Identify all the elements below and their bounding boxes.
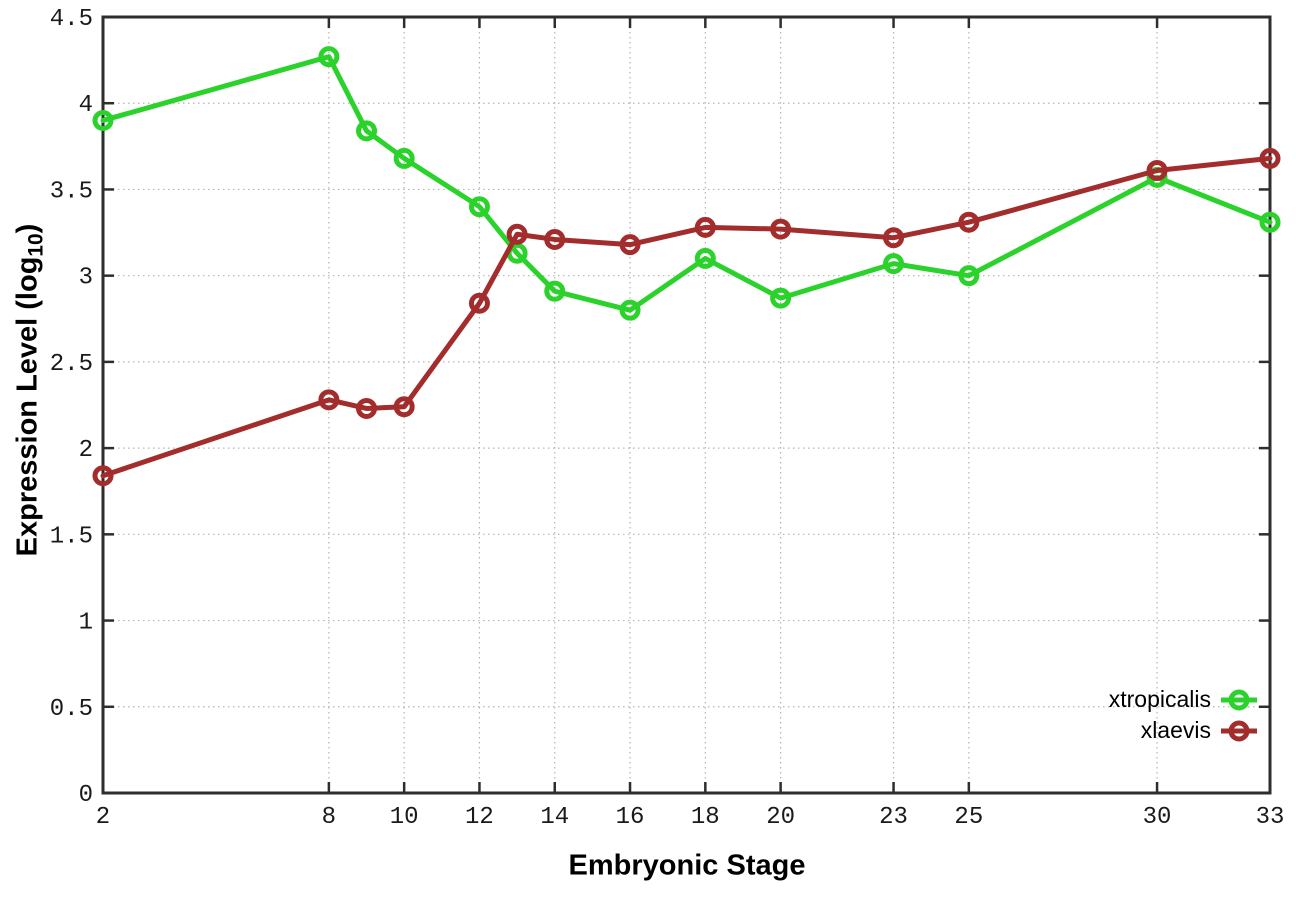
marker-xlaevis-10 <box>393 396 415 418</box>
marker-xlaevis-16 <box>619 234 641 256</box>
marker-xlaevis-13 <box>506 223 528 245</box>
marker-xlaevis-18 <box>694 216 716 238</box>
y-axis-title-suffix: ) <box>11 223 44 234</box>
legend-sample-marker-icon <box>1228 689 1250 710</box>
y-axis-title-subscript: 10 <box>24 233 48 257</box>
y-tick-label-4.5: 4.5 <box>50 6 93 33</box>
x-tick-labels: 2 8 10 12 14 16 18 20 23 25 30 33 <box>96 804 1285 831</box>
marker-xtropicalis-25 <box>958 265 980 287</box>
marker-xlaevis-2 <box>92 465 114 487</box>
x-tick-label-12: 12 <box>465 804 494 831</box>
x-tick-label-14: 14 <box>540 804 569 831</box>
marker-xlaevis-25 <box>958 211 980 233</box>
x-tick-label-18: 18 <box>691 804 720 831</box>
series-xtropicalis <box>92 46 1281 321</box>
marker-xlaevis-20 <box>770 218 792 240</box>
marker-xtropicalis-10 <box>393 147 415 169</box>
x-tick-label-8: 8 <box>322 804 336 831</box>
y-tick-label-3.5: 3.5 <box>50 178 93 205</box>
line-xlaevis <box>100 155 1273 479</box>
marker-xtropicalis-8 <box>318 46 340 68</box>
legend-item-xlaevis: xlaevis <box>1109 715 1258 746</box>
y-axis-title: Expression Level (log10) <box>12 224 49 557</box>
y-axis-title-text: Expression Level (log <box>11 256 44 557</box>
ticks <box>101 15 1272 795</box>
plot-border <box>101 15 1272 795</box>
x-tick-label-33: 33 <box>1256 804 1285 831</box>
x-tick-label-23: 23 <box>879 804 908 831</box>
y-tick-label-3: 3 <box>79 265 93 292</box>
marker-xtropicalis-9 <box>356 120 378 142</box>
y-tick-label-2: 2 <box>79 437 93 464</box>
marker-xlaevis-12 <box>468 292 490 314</box>
legend-label-xlaevis: xlaevis <box>1140 717 1211 743</box>
marker-xtropicalis-33 <box>1259 211 1281 233</box>
legend-sample-line-icon <box>1221 720 1257 741</box>
legend-item-xtropicalis: xtropicalis <box>1109 684 1258 715</box>
marker-xlaevis-8 <box>318 389 340 411</box>
grid <box>103 17 1271 793</box>
x-tick-label-2: 2 <box>96 804 110 831</box>
legend-label-xtropicalis: xtropicalis <box>1108 686 1211 712</box>
marker-xtropicalis-18 <box>694 247 716 269</box>
marker-xtropicalis-12 <box>468 196 490 218</box>
x-axis-title: Embryonic Stage <box>568 849 806 882</box>
marker-xlaevis-33 <box>1259 147 1281 169</box>
x-tick-label-25: 25 <box>954 804 983 831</box>
x-tick-label-30: 30 <box>1143 804 1172 831</box>
marker-xtropicalis-2 <box>92 109 114 131</box>
legend-sample-line-icon <box>1221 689 1257 710</box>
y-tick-label-1.5: 1.5 <box>50 523 93 550</box>
x-tick-label-16: 16 <box>616 804 645 831</box>
x-tick-label-20: 20 <box>766 804 795 831</box>
line-xtropicalis <box>100 54 1273 313</box>
y-tick-labels: 0 0.5 1 1.5 2 2.5 3 3.5 4 4.5 <box>50 6 93 809</box>
marker-xlaevis-14 <box>544 228 566 250</box>
series-xlaevis <box>92 147 1281 487</box>
y-tick-label-0.5: 0.5 <box>50 696 93 723</box>
marker-xlaevis-9 <box>356 397 378 419</box>
y-tick-label-0: 0 <box>79 782 93 809</box>
marker-xtropicalis-14 <box>544 280 566 302</box>
x-tick-label-10: 10 <box>390 804 419 831</box>
y-tick-label-1: 1 <box>79 610 93 637</box>
marker-xlaevis-30 <box>1146 159 1168 181</box>
marker-xlaevis-23 <box>883 227 905 249</box>
y-tick-label-2.5: 2.5 <box>50 351 93 378</box>
marker-xtropicalis-20 <box>770 287 792 309</box>
legend-sample-marker-icon <box>1228 720 1250 741</box>
marker-xtropicalis-23 <box>883 253 905 275</box>
y-tick-label-4: 4 <box>79 92 93 119</box>
legend: xtropicalis xlaevis <box>1109 684 1258 746</box>
marker-xtropicalis-16 <box>619 299 641 321</box>
